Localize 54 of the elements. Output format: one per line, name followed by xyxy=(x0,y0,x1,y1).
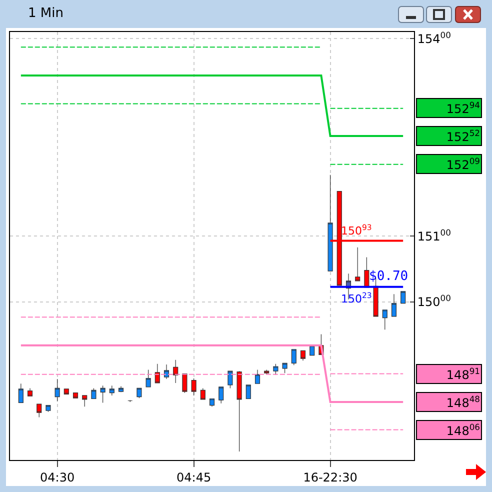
candlestick xyxy=(64,388,69,394)
candlestick xyxy=(273,364,278,376)
candlestick xyxy=(164,364,170,380)
candlestick xyxy=(391,294,397,317)
text: 152$^{52}$ xyxy=(446,128,480,144)
candlestick xyxy=(254,369,260,384)
candlestick xyxy=(182,373,188,394)
text: 152$^{09}$ xyxy=(446,156,480,172)
series-label: 150$^{93}$ xyxy=(341,223,372,238)
candlestick xyxy=(200,388,206,400)
candlestick xyxy=(54,378,60,402)
annotation: $0.70 xyxy=(369,269,408,284)
candlestick xyxy=(109,385,114,396)
candlestick xyxy=(136,388,142,398)
candlestick xyxy=(291,349,296,366)
candlestick xyxy=(154,364,160,384)
candlestick xyxy=(228,370,233,389)
chart-title: 1 Min xyxy=(28,6,64,21)
candlestick xyxy=(82,395,88,407)
candlestick xyxy=(173,360,178,384)
candlestick xyxy=(18,383,24,404)
candlestick xyxy=(209,398,215,407)
candlestick xyxy=(355,247,360,282)
candlestick xyxy=(300,350,306,361)
candlestick xyxy=(191,378,196,396)
candlestick xyxy=(246,384,251,400)
candlestick xyxy=(128,400,133,402)
candlestick xyxy=(236,370,242,452)
candlestick xyxy=(46,405,51,412)
candlestick xyxy=(282,362,288,374)
series-label: 150$^{23}$ xyxy=(341,291,372,306)
y-tick-label: 151$^{00}$ xyxy=(417,227,451,244)
candlestick xyxy=(72,392,78,398)
x-tick-label: 04:30 xyxy=(40,470,75,484)
candlestick xyxy=(328,174,333,272)
text: 148$^{91}$ xyxy=(446,366,480,382)
candlestick xyxy=(100,385,106,404)
y-tick-label: 150$^{00}$ xyxy=(417,293,451,310)
candlestick xyxy=(264,369,270,375)
candlestick xyxy=(36,404,42,418)
candlestick xyxy=(27,388,33,396)
candlestick xyxy=(218,386,224,404)
x-tick-label: 16-22:30 xyxy=(303,470,358,484)
text: 152$^{94}$ xyxy=(446,100,480,116)
candlestick xyxy=(364,256,370,288)
text: 148$^{48}$ xyxy=(446,394,480,410)
candlestick xyxy=(91,388,96,400)
candlestick xyxy=(400,291,406,304)
candlestick xyxy=(146,369,151,388)
candlestick xyxy=(382,310,388,330)
x-tick-label: 04:45 xyxy=(176,470,212,484)
y-tick-label: 154$^{00}$ xyxy=(417,30,451,46)
text: 148$^{06}$ xyxy=(446,422,480,438)
candlestick xyxy=(118,386,124,392)
